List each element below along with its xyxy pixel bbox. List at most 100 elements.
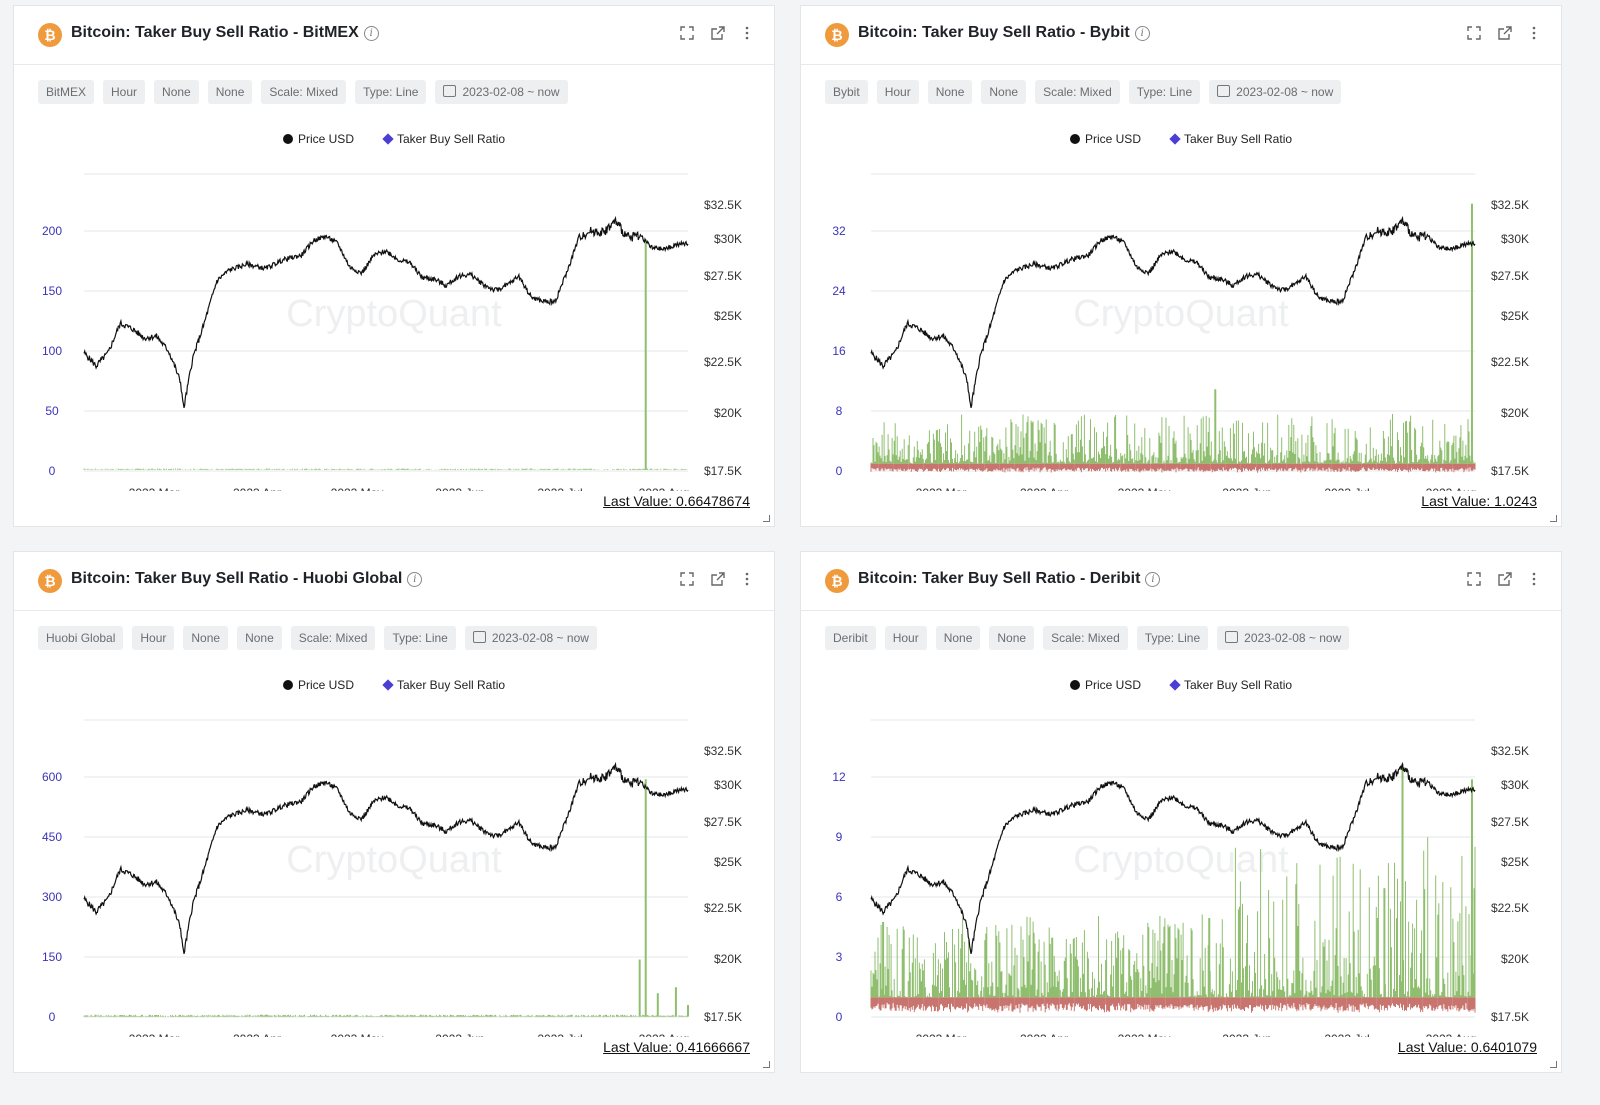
window-tag[interactable]: Hour xyxy=(884,626,927,650)
price-series-line xyxy=(83,761,689,954)
sma-tag[interactable]: None xyxy=(154,80,199,104)
left-axis-tick-label: 0 xyxy=(49,1010,56,1024)
left-axis-tick-label: 32 xyxy=(832,224,846,238)
exchange-tag[interactable]: Deribit xyxy=(825,626,876,650)
info-icon[interactable]: i xyxy=(1145,572,1161,587)
fullscreen-icon[interactable] xyxy=(1465,570,1483,588)
scale-tag[interactable]: Scale: Mixed xyxy=(1035,80,1120,104)
left-axis-tick-label: 150 xyxy=(42,950,62,964)
resize-handle[interactable] xyxy=(1550,515,1557,522)
legend-item-ratio[interactable]: Taker Buy Sell Ratio xyxy=(382,132,505,146)
left-axis-tick-label: 6 xyxy=(836,890,843,904)
right-axis-tick-label: $30K xyxy=(1501,778,1529,792)
scale-tag[interactable]: Scale: Mixed xyxy=(261,80,347,104)
legend-item-price[interactable]: Price USD xyxy=(282,132,354,146)
fullscreen-icon[interactable] xyxy=(1465,24,1483,42)
resize-handle[interactable] xyxy=(1550,1061,1557,1068)
filter-tag[interactable]: None xyxy=(237,626,282,650)
calendar-icon xyxy=(443,85,457,97)
exchange-tag[interactable]: BitMEX xyxy=(38,80,95,104)
legend-item-price[interactable]: Price USD xyxy=(282,678,354,692)
resize-handle[interactable] xyxy=(763,1061,770,1068)
more-options-icon[interactable] xyxy=(738,24,756,42)
watermark: CryptoQuant xyxy=(286,839,502,881)
right-axis-tick-label: $32.5K xyxy=(704,744,742,758)
chart-area: CryptoQuant 0 8 16 24 32 $17.5K $20K $22.5K $25K $… xyxy=(832,173,1529,491)
right-axis-tick-label: $25K xyxy=(714,309,742,323)
external-link-icon[interactable] xyxy=(708,570,726,588)
more-options-icon[interactable] xyxy=(1525,24,1543,42)
price-legend-marker xyxy=(282,134,293,144)
sma-tag[interactable]: None xyxy=(183,626,229,650)
legend-item-ratio[interactable]: Taker Buy Sell Ratio xyxy=(1169,132,1292,146)
panel-header: ₿ Bitcoin: Taker Buy Sell Ratio - Deribi… xyxy=(801,552,1561,611)
calendar-icon xyxy=(472,631,486,643)
type-tag[interactable]: Type: Line xyxy=(1136,626,1209,650)
sma-tag[interactable]: None xyxy=(927,80,973,104)
fullscreen-icon[interactable] xyxy=(678,24,696,42)
filter-tag[interactable]: None xyxy=(981,80,1027,104)
sma-tag[interactable]: None xyxy=(935,626,981,650)
x-axis-tick-label: 2023 Jun xyxy=(1222,486,1271,491)
date-range-tag[interactable]: 2023-02-08 ~ now xyxy=(435,80,568,104)
x-axis-tick-label: 2023 May xyxy=(331,1032,384,1037)
exchange-tag[interactable]: Bybit xyxy=(825,80,868,104)
date-range-tag[interactable]: 2023-02-08 ~ now xyxy=(464,626,597,650)
info-icon[interactable]: i xyxy=(363,26,379,41)
x-axis-tick-label: 2023 May xyxy=(1118,1032,1171,1037)
legend-item-ratio[interactable]: Taker Buy Sell Ratio xyxy=(1169,678,1292,692)
x-axis-tick-label: 2023 Mar xyxy=(916,1032,967,1037)
right-axis-tick-label: $27.5K xyxy=(1491,269,1529,283)
date-range-tag[interactable]: 2023-02-08 ~ now xyxy=(1209,80,1342,104)
price-legend-marker xyxy=(1069,134,1080,144)
watermark: CryptoQuant xyxy=(286,293,502,335)
left-axis-tick-label: 100 xyxy=(42,344,62,358)
watermark: CryptoQuant xyxy=(1073,293,1289,335)
chart-legend: Price USD Taker Buy Sell Ratio xyxy=(801,132,1561,146)
type-tag[interactable]: Type: Line xyxy=(384,626,456,650)
price-legend-marker xyxy=(1069,680,1080,690)
x-axis-tick-label: 2023 Apr xyxy=(233,486,281,491)
more-options-icon[interactable] xyxy=(1525,570,1543,588)
filter-tag[interactable]: None xyxy=(989,626,1035,650)
info-icon[interactable]: i xyxy=(407,572,423,587)
type-tag[interactable]: Type: Line xyxy=(1128,80,1201,104)
chart-legend: Price USD Taker Buy Sell Ratio xyxy=(801,678,1561,692)
scale-tag[interactable]: Scale: Mixed xyxy=(290,626,376,650)
right-axis-tick-label: $17.5K xyxy=(704,1010,742,1024)
resize-handle[interactable] xyxy=(763,515,770,522)
exchange-tag[interactable]: Huobi Global xyxy=(38,626,124,650)
fullscreen-icon[interactable] xyxy=(678,570,696,588)
panel-title: Bitcoin: Taker Buy Sell Ratio - Bybit i xyxy=(858,24,1150,42)
window-tag[interactable]: Hour xyxy=(103,80,146,104)
type-tag[interactable]: Type: Line xyxy=(355,80,427,104)
right-axis-tick-label: $17.5K xyxy=(1491,1010,1529,1024)
left-axis-tick-label: 24 xyxy=(832,284,846,298)
ratio-series-below-baseline xyxy=(870,997,1476,1013)
chart-area: CryptoQuant 0 150 300 450 600 $17.5K $20K $22.5K… xyxy=(42,719,742,1037)
chart-panel-bitmex: ₿ Bitcoin: Taker Buy Sell Ratio - BitMEX… xyxy=(13,5,775,527)
bitcoin-icon: ₿ xyxy=(825,23,849,47)
price-series-line xyxy=(870,215,1476,408)
more-options-icon[interactable] xyxy=(738,570,756,588)
right-axis-tick-label: $27.5K xyxy=(1491,815,1529,829)
external-link-icon[interactable] xyxy=(1495,24,1513,42)
filter-tag[interactable]: None xyxy=(207,80,253,104)
info-icon[interactable]: i xyxy=(1134,26,1150,41)
external-link-icon[interactable] xyxy=(1495,570,1513,588)
external-link-icon[interactable] xyxy=(708,24,726,42)
ratio-legend-marker xyxy=(1169,133,1181,145)
ratio-legend-marker xyxy=(1169,679,1181,691)
x-axis-tick-label: 2023 Jul xyxy=(1324,486,1369,491)
chart-area: CryptoQuant 0 3 6 9 12 $17.5K $20K $22.5K $25K $27… xyxy=(832,719,1529,1037)
panel-title: Bitcoin: Taker Buy Sell Ratio - BitMEX i xyxy=(71,24,379,42)
window-tag[interactable]: Hour xyxy=(876,80,919,104)
legend-item-price[interactable]: Price USD xyxy=(1069,132,1141,146)
scale-tag[interactable]: Scale: Mixed xyxy=(1043,626,1128,650)
last-value: Last Value: 0.6401079 xyxy=(1397,1039,1537,1055)
window-tag[interactable]: Hour xyxy=(132,626,175,650)
panel-title: Bitcoin: Taker Buy Sell Ratio - Huobi Gl… xyxy=(71,570,423,588)
legend-item-ratio[interactable]: Taker Buy Sell Ratio xyxy=(382,678,505,692)
legend-item-price[interactable]: Price USD xyxy=(1069,678,1141,692)
date-range-tag[interactable]: 2023-02-08 ~ now xyxy=(1217,626,1350,650)
